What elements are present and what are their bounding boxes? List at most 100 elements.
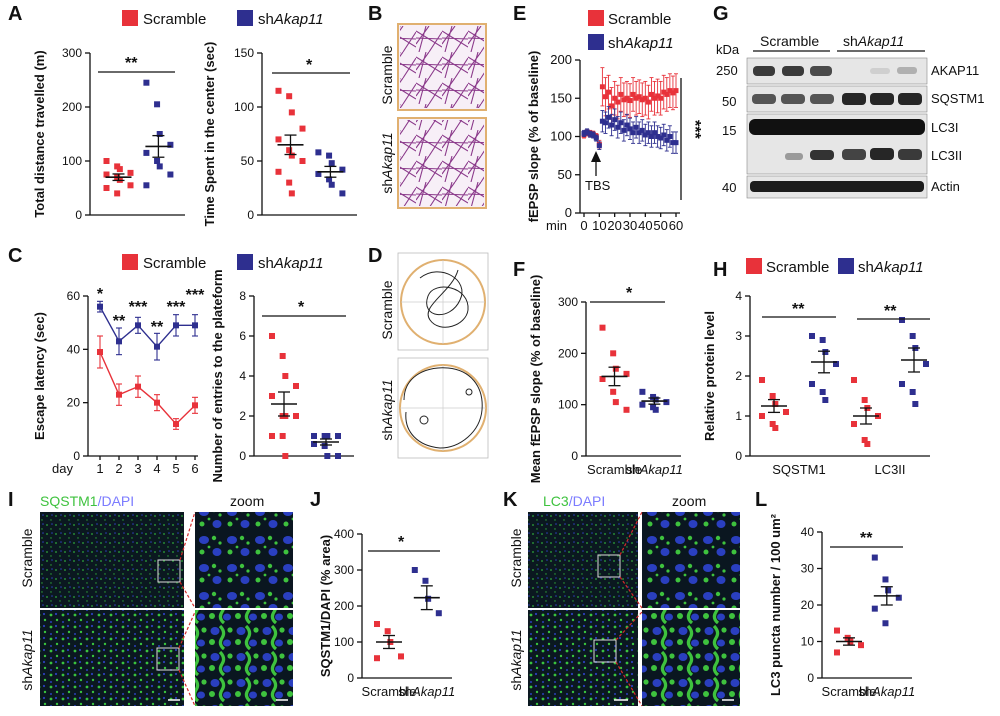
day-significance: *** xyxy=(186,287,205,304)
panel-label-i: I xyxy=(8,489,14,511)
series-1-point xyxy=(652,406,659,413)
i-title: SQSTM1/DAPI xyxy=(40,493,134,509)
x-tick-label: shAkap11 xyxy=(858,684,915,699)
group-1-series-1-point xyxy=(899,317,905,323)
g-marker-15: 15 xyxy=(722,123,736,138)
y-axis-label: Mean fEPSP slope (% of baseline) xyxy=(528,275,543,484)
x-tick-label: Scramble xyxy=(822,684,877,699)
g-marker-40: 40 xyxy=(722,180,736,195)
series-1-point xyxy=(167,141,174,148)
day-significance: *** xyxy=(129,299,148,316)
b-row-label-shakap11: shAkap11 xyxy=(379,132,395,193)
panel-c-legend: Scramble shAkap11 xyxy=(122,254,324,272)
chart-c-platform-entries: 0 2 4 6 8 Number of entries to the plateform xyxy=(210,269,354,483)
group-1-series-1-point xyxy=(912,401,919,407)
series-1-point xyxy=(324,453,331,459)
g-band-actin xyxy=(750,181,924,192)
day-significance: ** xyxy=(151,319,164,336)
series-1-point xyxy=(871,605,878,612)
series-point-0 xyxy=(670,90,676,96)
d-row-label-scramble: Scramble xyxy=(379,280,395,339)
g-band xyxy=(781,94,805,104)
series-0-point xyxy=(612,365,619,372)
legend-swatch-scramble xyxy=(122,10,138,26)
series-point-1 xyxy=(602,120,608,126)
series-0-point xyxy=(293,383,299,389)
series-0-point xyxy=(384,628,391,635)
x-tick-label: 1 xyxy=(96,461,103,476)
chart-a-distance: 0 100 200 300 Total distance travelled (m) xyxy=(32,46,185,222)
series-point-0 xyxy=(636,94,642,100)
sig-a2: * xyxy=(306,57,313,74)
k-title: LC3/DAPI xyxy=(543,493,605,509)
y-tick-label: 0 xyxy=(239,449,246,463)
series-point-0 xyxy=(652,95,658,101)
y-tick-label: 200 xyxy=(550,52,572,67)
sig-l: ** xyxy=(860,530,873,547)
group-0-series-1-point xyxy=(819,389,826,395)
legend-swatch-shakap11 xyxy=(237,10,253,26)
day-significance: * xyxy=(97,286,104,303)
y-tick-label: 300 xyxy=(334,563,354,577)
series-point-1 xyxy=(154,343,160,350)
y-tick-label: 300 xyxy=(558,295,578,309)
g-band-label-lc3ii: LC3II xyxy=(931,148,962,163)
series-point-1 xyxy=(655,134,661,139)
y-tick-label: 100 xyxy=(234,100,254,114)
y-tick-label: 20 xyxy=(67,396,81,410)
series-1-point xyxy=(328,181,335,188)
k-image-shakap11 xyxy=(528,610,638,706)
series-0-point xyxy=(279,433,286,439)
y-axis-label: SQSTM1/DAPI (% area) xyxy=(318,535,333,677)
x-tick-label: 4 xyxy=(153,461,160,476)
y-tick-label: 150 xyxy=(550,90,572,105)
y-tick-label: 0 xyxy=(347,671,354,685)
series-0-point xyxy=(269,333,275,339)
group-0-series-1-point xyxy=(833,361,839,367)
g-band xyxy=(810,150,834,160)
sig-f: * xyxy=(626,285,633,302)
series-1-point xyxy=(326,176,333,183)
x-tick-label: 6 xyxy=(191,461,198,476)
c-legend-label-scramble: Scramble xyxy=(143,255,206,272)
i-zoom-connector xyxy=(178,611,196,649)
panel-g-western-blot: kDa Scramble shAkap11 250 50 15 40 AKAP1… xyxy=(716,33,984,199)
series-point-0 xyxy=(664,91,670,97)
g-band xyxy=(897,67,917,74)
group-1-series-1-point xyxy=(923,361,929,367)
y-tick-label: 100 xyxy=(550,129,572,144)
panel-label-b: B xyxy=(368,3,382,25)
series-point-0 xyxy=(655,93,661,99)
y-axis-label: Escape latency (sec) xyxy=(32,312,47,440)
series-1-point xyxy=(663,399,670,406)
series-1-point xyxy=(154,101,161,108)
series-point-1 xyxy=(667,134,673,139)
x-tick-label: 20 xyxy=(607,218,621,233)
d-row-label-shakap11: shAkap11 xyxy=(379,379,395,440)
series-point-0 xyxy=(658,95,664,101)
day-significance: *** xyxy=(167,299,186,316)
series-point-1 xyxy=(645,130,651,136)
series-point-0 xyxy=(116,391,122,398)
y-tick-label: 400 xyxy=(334,527,354,541)
h-legend-label-shakap11: shAkap11 xyxy=(858,259,924,276)
series-1-point xyxy=(639,388,646,395)
group-0-series-0-point xyxy=(783,409,789,415)
i-image-shakap11 xyxy=(40,610,184,706)
y-tick-label: 4 xyxy=(239,369,246,383)
series-point-1 xyxy=(621,127,627,133)
panel-k-micrographs: LC3/DAPI zoom Scramble shAkap11 xyxy=(508,493,740,707)
series-point-0 xyxy=(667,88,673,94)
series-0-point xyxy=(834,649,840,656)
series-0-point xyxy=(288,152,295,159)
series-1-point xyxy=(167,171,174,178)
i-zoom-label: zoom xyxy=(230,493,264,509)
e-tbs-annotation: TBS xyxy=(585,151,611,193)
panel-h-legend: Scramble shAkap11 xyxy=(746,258,924,276)
c-legend-label-shakap11: shAkap11 xyxy=(258,255,324,272)
y-axis-label: Number of entries to the plateform xyxy=(210,269,225,482)
series-0-point xyxy=(282,373,289,379)
group-1-series-0-point xyxy=(861,437,868,443)
